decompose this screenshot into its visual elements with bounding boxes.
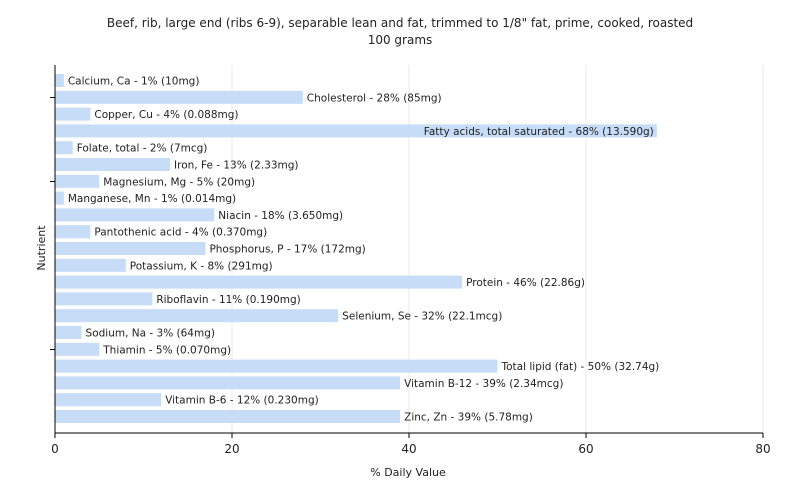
bar: [55, 124, 657, 138]
bar: [55, 141, 73, 155]
bar-label: Thiamin - 5% (0.070mg): [102, 344, 231, 356]
bar: [55, 376, 401, 390]
bar-label: Vitamin B-12 - 39% (2.34mcg): [404, 378, 563, 390]
bar-label: Cholesterol - 28% (85mg): [307, 92, 442, 104]
x-tick-label: 40: [401, 442, 416, 456]
x-tick-label: 20: [224, 442, 239, 456]
bar: [55, 158, 171, 171]
bar: [55, 191, 64, 205]
bar: [55, 174, 100, 188]
x-axis-label: % Daily Value: [370, 466, 446, 479]
bar-label: Iron, Fe - 13% (2.33mg): [174, 160, 298, 172]
bar-label: Phosphorus, P - 17% (172mg): [209, 244, 365, 256]
bar-label: Total lipid (fat) - 50% (32.74g): [501, 361, 660, 373]
y-axis-label: Nutrient: [35, 225, 48, 271]
bar-label: Selenium, Se - 32% (22.1mcg): [342, 311, 502, 323]
bar-labels: Calcium, Ca - 1% (10mg) Cholesterol - 28%…: [68, 76, 659, 424]
bar-label: Niacin - 18% (3.650mg): [218, 210, 343, 222]
bar: [55, 275, 463, 289]
bar-label: Pantothenic acid - 4% (0.370mg): [94, 227, 267, 239]
axes: [50, 65, 764, 438]
chart-subtitle: 100 grams: [368, 33, 433, 47]
bar: [55, 74, 64, 87]
bar-label: Folate, total - 2% (7mcg): [77, 143, 208, 155]
bar-label: Riboflavin - 11% (0.190mg): [156, 294, 300, 306]
bar: [55, 258, 126, 272]
bar-label: Calcium, Ca - 1% (10mg): [68, 76, 200, 88]
bars: [55, 74, 657, 423]
bar: [55, 107, 91, 121]
bar: [55, 292, 153, 306]
chart-title: Beef, rib, large end (ribs 6-9), separab…: [107, 16, 693, 30]
x-tick-label: 0: [51, 442, 59, 456]
bar-label: Fatty acids, total saturated - 68% (13.5…: [424, 126, 654, 138]
x-tick-label: 60: [578, 442, 593, 456]
bar-label: Sodium, Na - 3% (64mg): [86, 328, 215, 340]
bar-label: Protein - 46% (22.86g): [466, 277, 585, 289]
bar: [55, 393, 162, 407]
x-tick-labels: 0 20 40 60 80: [51, 442, 770, 456]
bar: [55, 225, 91, 239]
bar: [55, 410, 401, 423]
bar: [55, 90, 303, 104]
bar: [55, 208, 215, 222]
bar-label: Potassium, K - 8% (291mg): [130, 260, 273, 272]
bar-label: Zinc, Zn - 39% (5.78mg): [404, 412, 533, 424]
bar: [55, 309, 339, 323]
bar: [55, 342, 100, 356]
bar-label: Copper, Cu - 4% (0.088mg): [94, 109, 238, 121]
bar: [55, 326, 82, 339]
bar: [55, 359, 498, 373]
bar-label: Vitamin B-6 - 12% (0.230mg): [165, 395, 319, 407]
bar-label: Magnesium, Mg - 5% (20mg): [103, 176, 255, 188]
x-tick-label: 80: [755, 442, 770, 456]
bar-label: Manganese, Mn - 1% (0.014mg): [68, 193, 236, 205]
bar: [55, 242, 206, 255]
